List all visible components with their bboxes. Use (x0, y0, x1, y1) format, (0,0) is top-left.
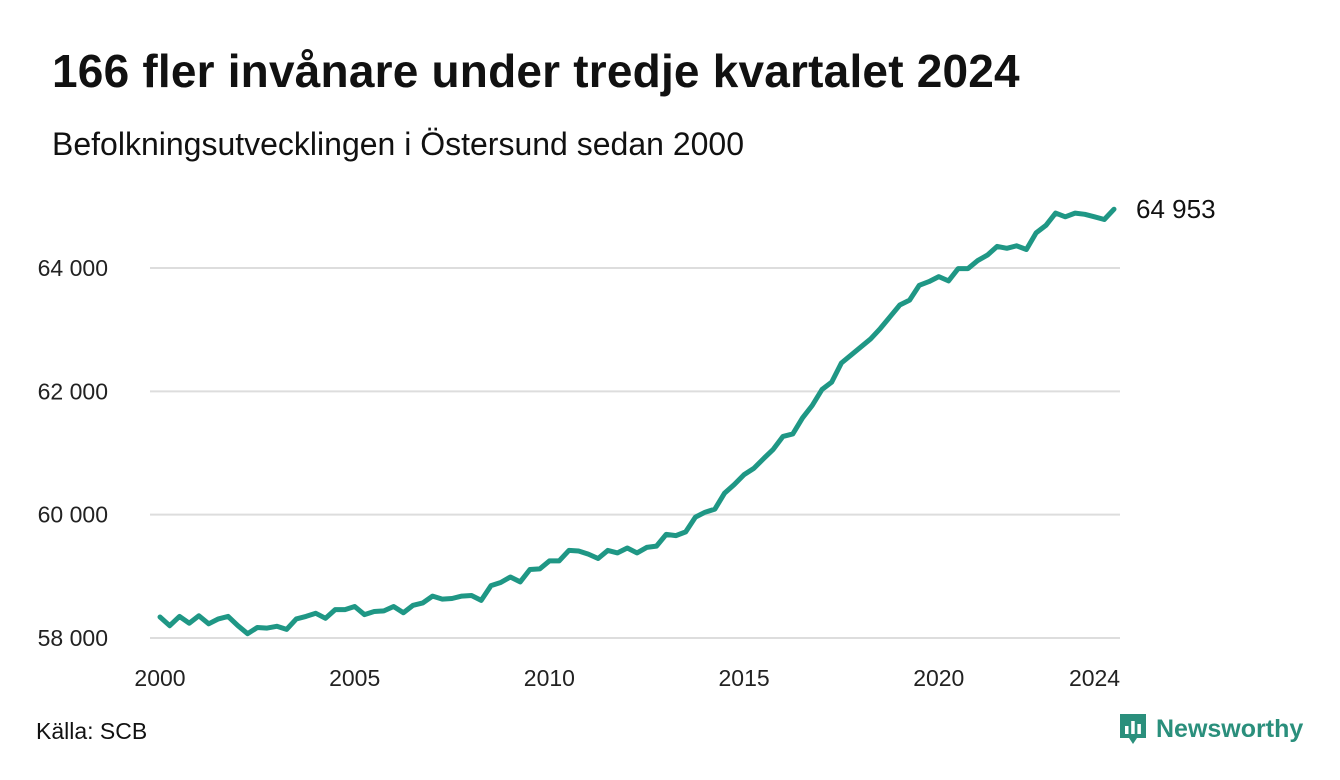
x-tick-label: 2015 (718, 665, 769, 691)
newsworthy-logo-icon (1120, 714, 1146, 744)
x-tick-label: 2000 (134, 665, 185, 691)
x-axis-ticks: 2000 2005 2010 2015 2020 2024 (134, 665, 1120, 691)
y-tick-label: 60 000 (38, 502, 108, 528)
brand-logo: Newsworthy (1118, 712, 1303, 746)
x-tick-label: 2024 (1069, 665, 1120, 691)
y-tick-label: 58 000 (38, 625, 108, 651)
brand-name: Newsworthy (1156, 714, 1304, 743)
population-series-line (157, 206, 1117, 637)
chart-title: 166 fler invånare under tredje kvartalet… (52, 45, 1020, 97)
chart-subtitle: Befolkningsutvecklingen i Östersund seda… (52, 126, 744, 162)
gridlines (150, 267, 1120, 639)
end-label-layer: 64 953 (1136, 194, 1216, 224)
x-tick-label: 2020 (913, 665, 964, 691)
y-axis-ticks: 58 000 60 000 62 000 64 000 (38, 255, 108, 651)
source-note: Källa: SCB (36, 718, 148, 744)
x-tick-label: 2010 (524, 665, 575, 691)
end-value-label: 64 953 (1136, 194, 1216, 224)
x-tick-label: 2005 (329, 665, 380, 691)
series-layer (157, 206, 1117, 637)
y-tick-label: 64 000 (38, 255, 108, 281)
y-tick-label: 62 000 (38, 378, 108, 404)
